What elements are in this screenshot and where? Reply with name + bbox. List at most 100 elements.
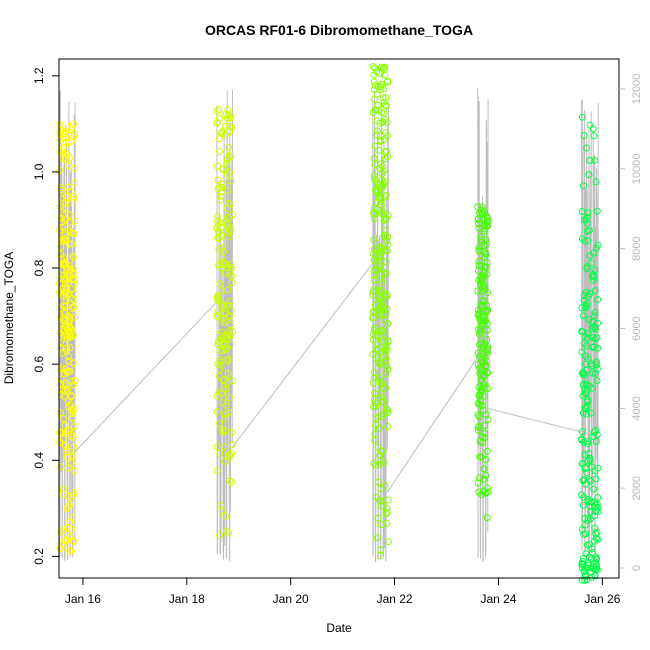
data-point xyxy=(479,406,487,414)
data-point xyxy=(382,94,390,102)
data-point xyxy=(225,144,233,151)
data-point xyxy=(214,185,222,193)
data-point xyxy=(382,384,390,392)
data-point xyxy=(215,135,223,143)
data-point xyxy=(369,63,377,71)
data-point xyxy=(383,509,391,516)
data-point xyxy=(70,195,78,203)
data-point xyxy=(67,266,75,274)
data-point xyxy=(62,320,70,328)
data-point xyxy=(581,371,589,379)
data-point xyxy=(378,210,385,217)
data-point xyxy=(221,415,228,423)
data-point xyxy=(66,518,74,526)
data-point xyxy=(581,514,589,522)
data-point xyxy=(223,204,231,212)
altitude-layer xyxy=(59,87,599,563)
data-point xyxy=(475,400,483,408)
data-point xyxy=(57,184,65,192)
data-point xyxy=(217,361,225,369)
data-point xyxy=(371,399,379,407)
data-point xyxy=(56,339,64,347)
data-point xyxy=(376,288,384,296)
data-point xyxy=(586,121,594,129)
data-point xyxy=(223,527,231,535)
data-point xyxy=(378,393,386,401)
data-point xyxy=(371,142,379,150)
data-point xyxy=(69,359,77,367)
x-tick-label: Jan 16 xyxy=(65,592,101,606)
data-point xyxy=(60,485,67,493)
data-point xyxy=(60,149,67,157)
data-point xyxy=(585,382,593,390)
y2-tick-label: 10000 xyxy=(631,153,643,184)
x-tick-label: Jan 18 xyxy=(169,592,205,606)
data-point xyxy=(589,369,597,377)
data-point xyxy=(57,243,65,251)
data-point xyxy=(62,150,70,158)
data-point xyxy=(376,451,384,459)
data-point xyxy=(213,107,221,115)
data-point xyxy=(370,285,378,293)
altitude-connector xyxy=(486,407,583,433)
data-point xyxy=(60,327,68,335)
data-point xyxy=(222,260,230,268)
data-point xyxy=(57,375,65,383)
data-point xyxy=(216,148,223,156)
data-point xyxy=(380,410,388,418)
data-point xyxy=(223,170,231,178)
y-axis-label: Dibromomethane_TOGA xyxy=(2,252,16,385)
data-point xyxy=(216,420,223,428)
data-point xyxy=(478,288,486,296)
data-point xyxy=(370,215,378,223)
data-point xyxy=(583,386,591,394)
data-point xyxy=(381,155,389,163)
data-point xyxy=(592,178,600,186)
data-point xyxy=(56,275,64,283)
data-point xyxy=(69,407,77,415)
data-point xyxy=(375,424,383,432)
data-point xyxy=(226,269,234,277)
data-point xyxy=(68,377,76,385)
data-point xyxy=(216,366,224,373)
data-point xyxy=(483,514,491,522)
points-layer xyxy=(56,63,602,584)
data-point xyxy=(380,167,388,175)
data-point xyxy=(474,203,482,211)
data-point xyxy=(218,184,226,191)
data-point xyxy=(57,214,65,222)
data-point xyxy=(580,438,588,446)
data-point xyxy=(228,441,236,449)
data-point xyxy=(375,106,383,114)
data-point xyxy=(57,463,65,471)
data-point xyxy=(376,460,384,468)
data-point xyxy=(227,306,235,314)
y-tick-label: 0.4 xyxy=(32,452,46,469)
data-point xyxy=(483,270,491,278)
data-point xyxy=(581,451,589,459)
data-point xyxy=(476,453,484,461)
data-point xyxy=(70,488,78,496)
y2-tick-label: 4000 xyxy=(631,396,643,420)
data-point xyxy=(578,564,586,572)
data-point xyxy=(592,426,600,434)
altitude-connector xyxy=(231,260,376,449)
data-point xyxy=(384,366,392,373)
data-point xyxy=(373,178,381,186)
data-point xyxy=(56,203,64,211)
series-RF03 xyxy=(369,63,392,560)
data-point xyxy=(594,296,602,303)
data-point xyxy=(580,216,588,224)
data-point xyxy=(480,380,488,387)
data-point xyxy=(224,378,232,386)
data-point xyxy=(380,217,388,224)
data-point xyxy=(588,555,596,563)
data-point xyxy=(56,428,64,436)
data-point xyxy=(214,212,222,220)
data-point xyxy=(579,477,587,485)
data-point xyxy=(71,467,78,475)
data-point xyxy=(65,492,73,500)
data-point xyxy=(584,237,592,245)
data-point xyxy=(474,423,482,431)
